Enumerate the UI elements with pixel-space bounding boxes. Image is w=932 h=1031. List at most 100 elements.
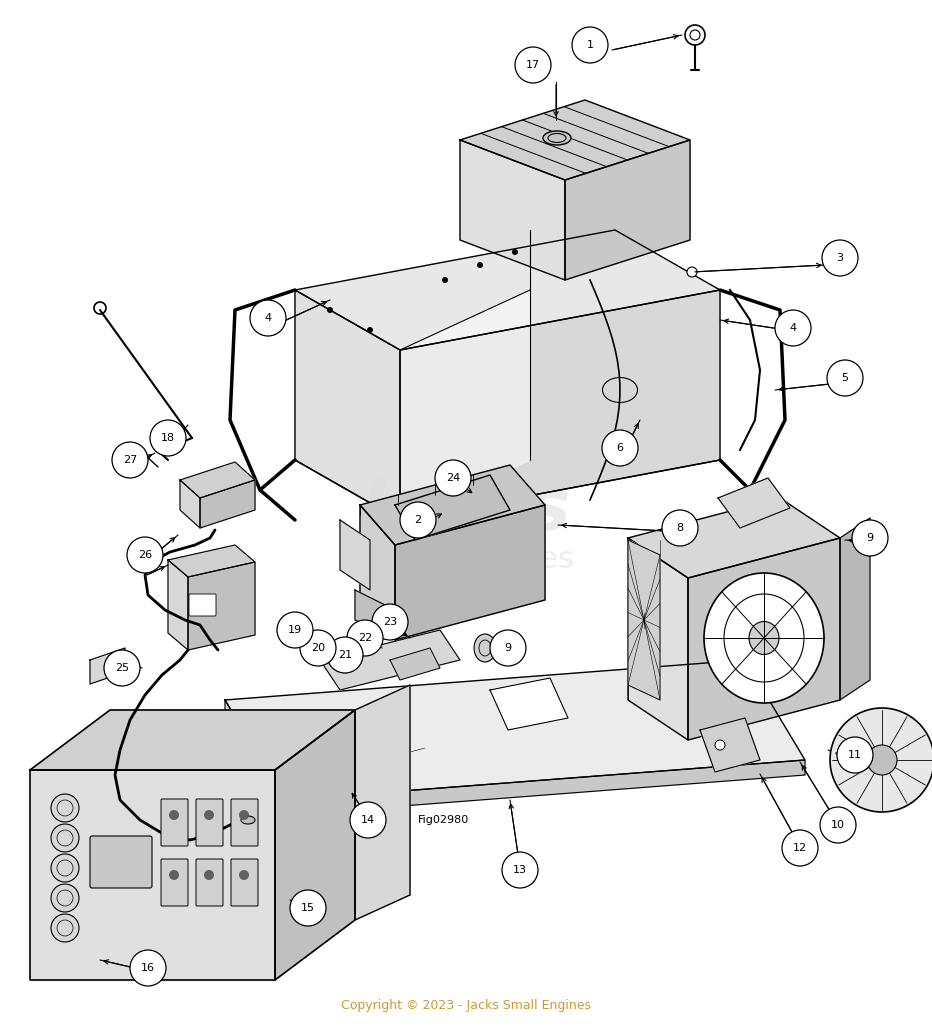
- Polygon shape: [390, 648, 440, 680]
- Circle shape: [400, 502, 436, 538]
- Polygon shape: [688, 538, 840, 740]
- Text: 1: 1: [586, 40, 594, 49]
- Polygon shape: [360, 465, 545, 545]
- Circle shape: [372, 604, 408, 640]
- Text: 27: 27: [123, 455, 137, 465]
- Circle shape: [204, 810, 214, 820]
- Circle shape: [112, 442, 148, 478]
- Circle shape: [662, 510, 698, 546]
- Circle shape: [300, 630, 336, 666]
- Polygon shape: [188, 562, 255, 650]
- Text: 6: 6: [616, 443, 624, 453]
- Polygon shape: [90, 648, 125, 684]
- Text: 21: 21: [338, 650, 352, 660]
- Ellipse shape: [749, 622, 779, 655]
- Polygon shape: [840, 518, 870, 700]
- Circle shape: [572, 27, 608, 63]
- Circle shape: [477, 262, 483, 268]
- Circle shape: [347, 647, 363, 663]
- Text: 10: 10: [831, 820, 845, 830]
- Circle shape: [51, 914, 79, 942]
- Circle shape: [512, 250, 518, 255]
- Polygon shape: [180, 480, 200, 528]
- Text: 13: 13: [513, 865, 527, 875]
- Circle shape: [490, 630, 526, 666]
- Text: 23: 23: [383, 617, 397, 627]
- Text: 3: 3: [837, 253, 843, 263]
- Polygon shape: [285, 760, 805, 814]
- Text: Fig02980: Fig02980: [418, 814, 469, 825]
- Text: 4: 4: [265, 313, 271, 323]
- Text: 20: 20: [311, 643, 325, 653]
- Circle shape: [347, 620, 383, 656]
- Polygon shape: [200, 480, 255, 528]
- Text: 25: 25: [115, 663, 129, 673]
- Circle shape: [204, 870, 214, 880]
- Circle shape: [867, 745, 897, 775]
- Polygon shape: [460, 100, 690, 180]
- Polygon shape: [275, 710, 355, 980]
- Text: Copyright © 2023 - Jacks Small Engines: Copyright © 2023 - Jacks Small Engines: [341, 998, 591, 1011]
- Text: 4: 4: [789, 323, 797, 333]
- FancyBboxPatch shape: [161, 799, 188, 846]
- FancyBboxPatch shape: [231, 799, 258, 846]
- Polygon shape: [565, 140, 690, 280]
- Text: 11: 11: [848, 750, 862, 760]
- Ellipse shape: [474, 634, 496, 662]
- Polygon shape: [718, 478, 790, 528]
- Text: Small Engines: Small Engines: [359, 545, 573, 574]
- Text: 9: 9: [867, 533, 873, 543]
- Polygon shape: [168, 560, 188, 650]
- Ellipse shape: [704, 573, 824, 703]
- Circle shape: [239, 810, 249, 820]
- Circle shape: [715, 740, 725, 750]
- Polygon shape: [180, 462, 255, 498]
- Circle shape: [277, 612, 313, 648]
- Text: 22: 22: [358, 633, 372, 643]
- Text: 16: 16: [141, 963, 155, 973]
- FancyBboxPatch shape: [196, 859, 223, 906]
- Polygon shape: [400, 290, 530, 520]
- Text: 2: 2: [415, 516, 421, 525]
- Circle shape: [169, 870, 179, 880]
- Polygon shape: [700, 718, 760, 772]
- Polygon shape: [355, 590, 395, 640]
- Polygon shape: [295, 290, 400, 520]
- Polygon shape: [355, 685, 410, 920]
- Circle shape: [104, 650, 140, 686]
- Circle shape: [327, 637, 363, 673]
- Polygon shape: [628, 540, 660, 700]
- Text: 5: 5: [842, 373, 848, 383]
- FancyBboxPatch shape: [189, 594, 216, 616]
- Ellipse shape: [241, 816, 255, 824]
- Circle shape: [820, 807, 856, 843]
- Circle shape: [830, 708, 932, 812]
- Polygon shape: [395, 505, 545, 640]
- Circle shape: [327, 307, 333, 313]
- Circle shape: [130, 950, 166, 986]
- Circle shape: [435, 460, 471, 496]
- FancyBboxPatch shape: [196, 799, 223, 846]
- Polygon shape: [490, 678, 568, 730]
- Circle shape: [150, 420, 186, 456]
- Circle shape: [822, 240, 858, 276]
- FancyBboxPatch shape: [231, 859, 258, 906]
- Circle shape: [852, 520, 888, 556]
- Circle shape: [502, 852, 538, 888]
- Text: 26: 26: [138, 550, 152, 560]
- Circle shape: [51, 794, 79, 822]
- Circle shape: [827, 360, 863, 396]
- Text: 15: 15: [301, 903, 315, 913]
- Polygon shape: [340, 520, 370, 590]
- Text: 12: 12: [793, 843, 807, 853]
- Polygon shape: [320, 630, 460, 690]
- Circle shape: [290, 890, 326, 926]
- Polygon shape: [400, 290, 720, 520]
- Polygon shape: [628, 538, 688, 740]
- Circle shape: [51, 824, 79, 852]
- Text: 9: 9: [504, 643, 512, 653]
- Polygon shape: [225, 700, 285, 814]
- Circle shape: [782, 830, 818, 866]
- Ellipse shape: [543, 131, 571, 145]
- Circle shape: [687, 267, 697, 277]
